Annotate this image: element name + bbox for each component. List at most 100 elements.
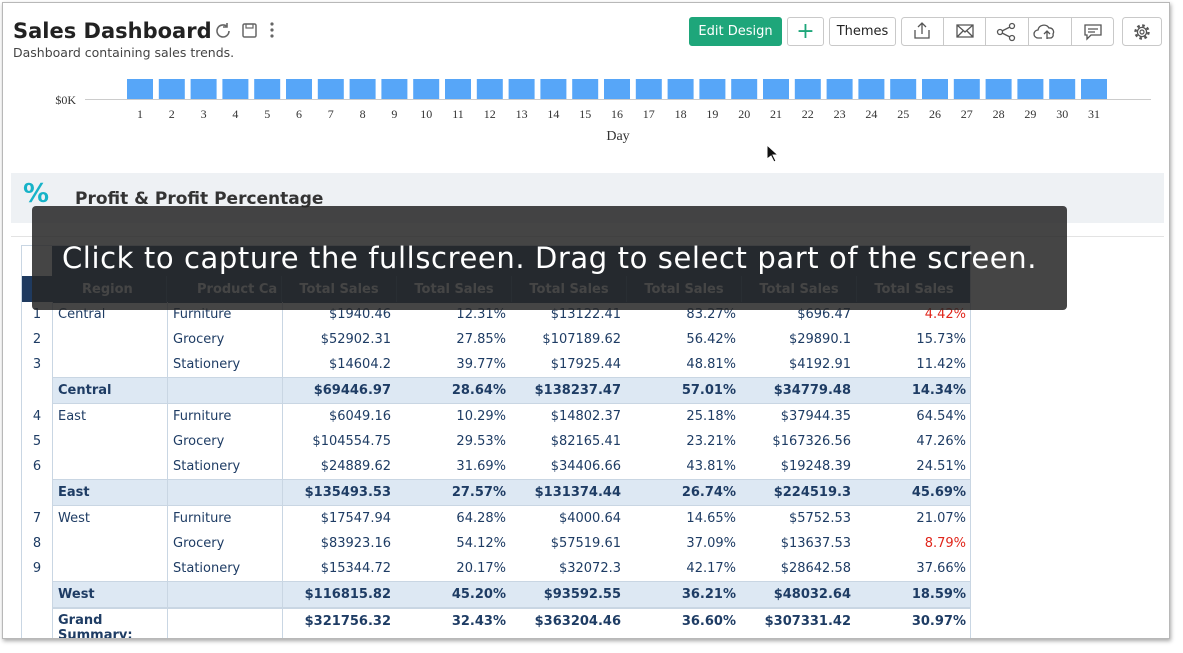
value-cell: $321756.32 [304, 614, 391, 629]
comment-icon[interactable] [1084, 24, 1102, 41]
value-cell: 45.20% [451, 587, 506, 602]
email-icon[interactable] [956, 24, 974, 38]
value-cell: $138237.47 [534, 383, 621, 398]
bar [254, 79, 281, 99]
x-tick-label: 19 [706, 107, 718, 121]
x-tick-label: 14 [547, 107, 559, 121]
bar [667, 79, 694, 99]
value-cell: $135493.53 [304, 485, 391, 500]
value-cell: $4000.64 [558, 511, 621, 526]
value-cell: 23.21% [686, 434, 736, 449]
bar [445, 79, 471, 99]
value-cell: 14.34% [911, 383, 966, 398]
value-cell: $83923.16 [320, 536, 391, 551]
x-tick-label: 7 [328, 107, 334, 121]
value-cell: $107189.62 [542, 332, 621, 347]
value-cell: $14802.37 [550, 409, 621, 424]
bar [953, 79, 980, 99]
x-tick-label: 16 [611, 107, 623, 121]
value-cell: 27.57% [451, 485, 506, 500]
x-tick-label: 12 [484, 107, 496, 121]
add-button[interactable]: + [787, 17, 824, 46]
value-cell: $37944.35 [780, 409, 851, 424]
percent-icon: % [23, 179, 50, 209]
value-cell: $19248.39 [780, 459, 851, 474]
title-icons [216, 22, 274, 38]
edit-design-button[interactable]: Edit Design [689, 17, 782, 46]
row-number: 6 [32, 459, 42, 474]
value-cell: $6049.16 [328, 409, 391, 424]
x-tick-label: 18 [675, 107, 687, 121]
x-tick-label: 8 [360, 107, 366, 121]
value-cell: $696.47 [797, 307, 851, 322]
bar [794, 79, 821, 99]
value-cell: $13122.41 [550, 307, 621, 322]
bar [1081, 79, 1107, 99]
x-tick-label: 15 [579, 107, 591, 121]
toolbar-icons [901, 17, 1162, 46]
value-cell: 57.01% [681, 383, 736, 398]
bar [476, 79, 503, 99]
bar [286, 79, 312, 99]
refresh-icon[interactable] [216, 24, 230, 38]
value-cell: 15.73% [916, 332, 966, 347]
more-icon[interactable] [270, 22, 274, 38]
x-tick-label: 11 [452, 107, 464, 121]
value-cell: 28.64% [451, 383, 506, 398]
region-cell: Grand Summary: [58, 613, 133, 639]
x-tick-label: 4 [232, 107, 238, 121]
value-cell: 14.65% [686, 511, 736, 526]
value-cell: $24889.62 [320, 459, 391, 474]
x-tick-label: 25 [897, 107, 909, 121]
x-tick-label: 20 [738, 107, 750, 121]
product-cell: Grocery [173, 434, 225, 449]
x-tick-label: 27 [961, 107, 973, 121]
x-tick-label: 26 [929, 107, 941, 121]
region-cell: West [58, 511, 90, 526]
value-cell: $34406.66 [550, 459, 621, 474]
value-cell: $17925.44 [550, 357, 621, 372]
value-cell: $52902.31 [320, 332, 391, 347]
value-cell: $4192.91 [788, 357, 851, 372]
export-icon[interactable] [914, 22, 930, 39]
value-cell: $363204.46 [534, 614, 621, 629]
value-cell: 24.51% [916, 459, 966, 474]
bar [158, 79, 185, 99]
dashboard-title: Sales Dashboard [13, 19, 212, 43]
value-cell: 30.97% [911, 614, 966, 629]
value-cell: 29.53% [456, 434, 506, 449]
value-cell: $13637.53 [780, 536, 851, 551]
value-cell: 12.31% [456, 307, 506, 322]
x-tick-label: 1 [137, 107, 143, 121]
themes-button[interactable]: Themes [829, 17, 896, 46]
value-cell: $28642.58 [780, 561, 851, 576]
value-cell: $17547.94 [320, 511, 391, 526]
value-cell: $1940.46 [328, 307, 391, 322]
bar [127, 79, 153, 99]
bar [985, 79, 1012, 99]
value-cell: 21.07% [916, 511, 966, 526]
x-tick-label: 21 [770, 107, 782, 121]
row-number: 3 [32, 357, 42, 372]
bar [763, 79, 789, 99]
upload-icon[interactable] [1033, 24, 1055, 39]
product-cell: Stationery [173, 459, 241, 474]
value-cell: 36.60% [681, 614, 736, 629]
value-cell: 48.81% [686, 357, 736, 372]
value-cell: 11.42% [916, 357, 966, 372]
save-icon[interactable] [242, 23, 257, 38]
capture-overlay[interactable]: Click to capture the fullscreen. Drag to… [32, 206, 1067, 310]
bar [826, 79, 853, 99]
value-cell: $116815.82 [304, 587, 391, 602]
share-icon[interactable] [996, 22, 1016, 42]
product-cell: Stationery [173, 357, 241, 372]
value-cell: 18.59% [911, 587, 966, 602]
value-cell: 83.27% [686, 307, 736, 322]
x-tick-label: 23 [834, 107, 846, 121]
value-cell: 37.09% [686, 536, 736, 551]
row-number: 7 [32, 511, 42, 526]
section-title: Profit & Profit Percentage [75, 189, 324, 209]
value-cell: 37.66% [916, 561, 966, 576]
settings-icon[interactable] [1134, 24, 1150, 40]
